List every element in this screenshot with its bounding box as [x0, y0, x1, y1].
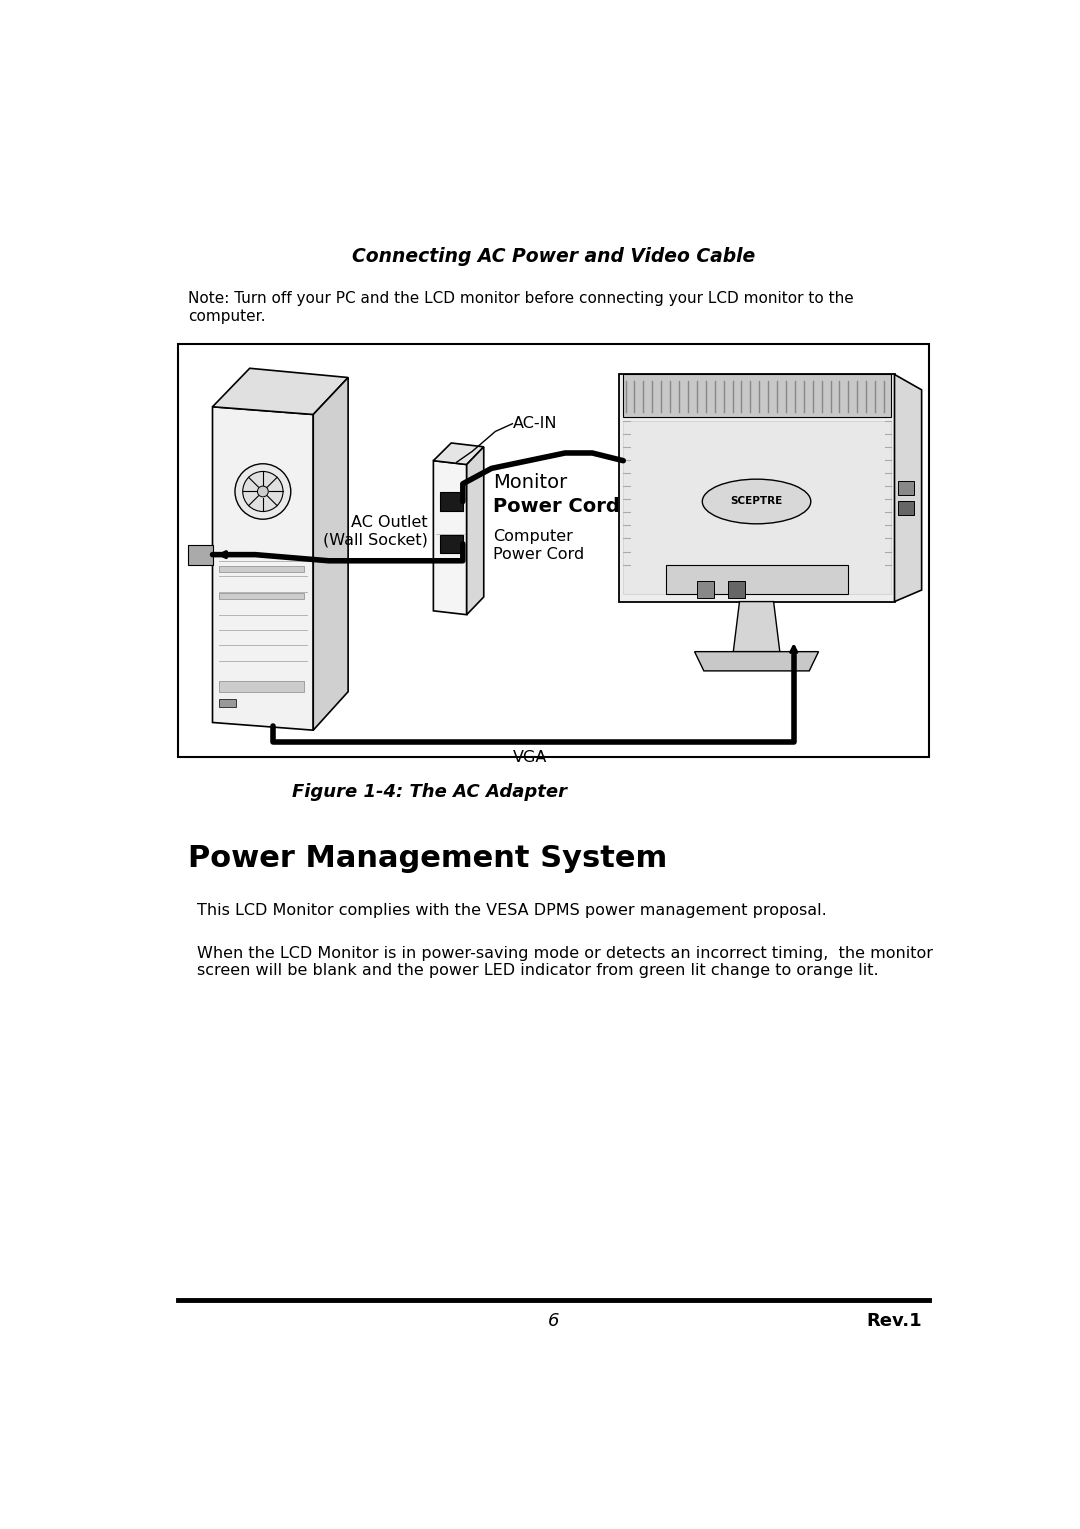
Text: VGA: VGA [513, 749, 548, 764]
Ellipse shape [235, 463, 291, 520]
Text: Monitor: Monitor [494, 472, 567, 492]
Bar [623, 375, 891, 417]
Bar [666, 564, 848, 593]
Ellipse shape [243, 471, 283, 512]
Polygon shape [894, 375, 921, 601]
Polygon shape [694, 651, 819, 671]
Bar [218, 699, 235, 706]
Bar [218, 680, 303, 691]
Ellipse shape [702, 479, 811, 524]
Text: 6: 6 [548, 1312, 559, 1330]
Bar [697, 581, 714, 598]
Bar [899, 500, 914, 515]
Polygon shape [467, 446, 484, 615]
Text: AC Outlet
(Wall Socket): AC Outlet (Wall Socket) [323, 515, 428, 547]
Bar [188, 546, 213, 564]
Text: Rev.1: Rev.1 [866, 1312, 921, 1330]
Polygon shape [619, 375, 894, 601]
Polygon shape [313, 378, 348, 731]
Text: Computer
Power Cord: Computer Power Cord [494, 529, 584, 561]
Bar [623, 420, 891, 593]
Ellipse shape [257, 486, 268, 497]
Polygon shape [433, 460, 467, 615]
Text: Figure 1-4: The AC Adapter: Figure 1-4: The AC Adapter [292, 783, 567, 801]
Polygon shape [733, 601, 780, 651]
Text: AC-IN: AC-IN [513, 416, 557, 431]
Text: This LCD Monitor complies with the VESA DPMS power management proposal.: This LCD Monitor complies with the VESA … [197, 904, 827, 919]
Bar [899, 482, 914, 495]
Text: Connecting AC Power and Video Cable: Connecting AC Power and Video Cable [352, 248, 755, 266]
Text: SCEPTRE: SCEPTRE [730, 497, 783, 506]
Bar [218, 593, 303, 599]
Bar [218, 566, 303, 572]
Polygon shape [433, 443, 484, 465]
Bar [728, 581, 745, 598]
Text: When the LCD Monitor is in power-saving mode or detects an incorrect timing,  th: When the LCD Monitor is in power-saving … [197, 946, 933, 979]
Bar [177, 344, 930, 757]
Text: Note: Turn off your PC and the LCD monitor before connecting your LCD monitor to: Note: Turn off your PC and the LCD monit… [188, 292, 853, 324]
Polygon shape [213, 368, 348, 414]
Bar [440, 535, 463, 553]
Text: Power Cord: Power Cord [494, 497, 620, 517]
Bar [440, 492, 463, 511]
Text: Power Management System: Power Management System [188, 844, 667, 873]
Polygon shape [213, 407, 313, 731]
